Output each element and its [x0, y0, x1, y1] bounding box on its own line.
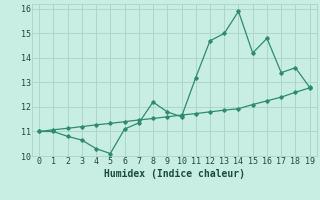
X-axis label: Humidex (Indice chaleur): Humidex (Indice chaleur): [104, 169, 245, 179]
